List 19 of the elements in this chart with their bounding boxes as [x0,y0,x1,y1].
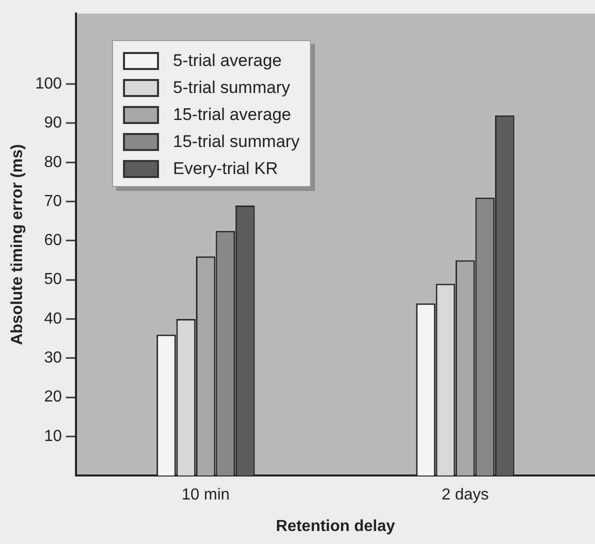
y-tick-label: 80 [44,154,62,171]
legend-label: 5-trial summary [173,78,290,98]
y-axis-title: Absolute timing error (ms) [9,144,26,346]
legend-label: 15-trial average [173,104,292,124]
legend-label: 5-trial average [173,50,282,70]
y-tick-label: 30 [44,350,62,367]
y-tick-label: 50 [44,271,62,288]
y-tick-label: 70 [44,192,62,210]
legend-label: 15-trial summary [173,132,300,152]
y-tick-label: 100 [35,75,62,92]
x-tick-label: 2 days [442,486,489,504]
legend-label: Every-trial KR [173,158,278,178]
y-tick-label: 10 [44,428,62,445]
y-tick-label: 90 [44,114,62,132]
x-axis-title: Retention delay [276,518,396,535]
y-tick-label: 20 [44,388,62,406]
y-tick-label: 40 [44,310,62,328]
x-tick-label: 10 min [182,486,230,504]
y-tick-label: 60 [44,232,62,250]
